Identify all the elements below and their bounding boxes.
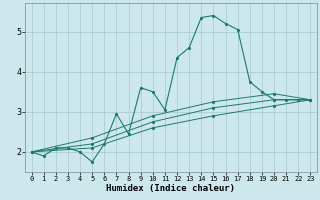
X-axis label: Humidex (Indice chaleur): Humidex (Indice chaleur) xyxy=(107,184,236,193)
